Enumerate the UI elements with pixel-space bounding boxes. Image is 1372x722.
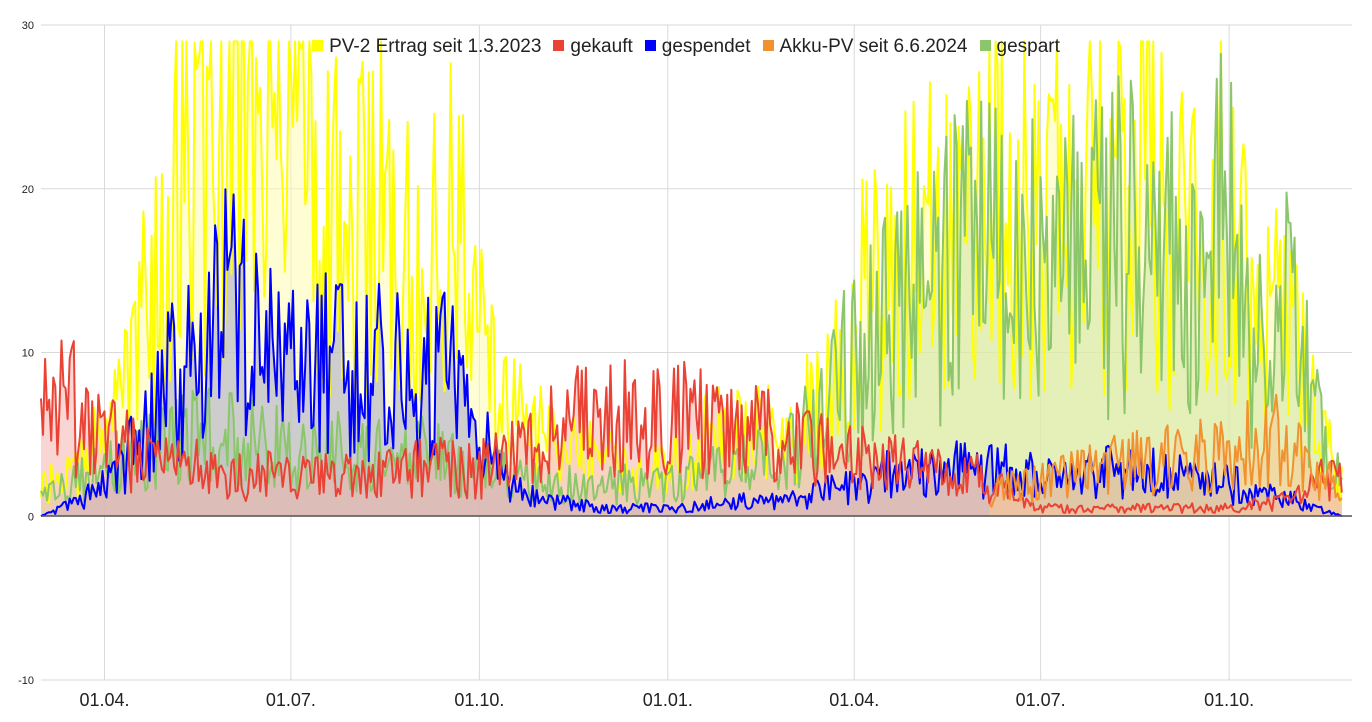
line-layer bbox=[40, 40, 1343, 518]
legend-label: gespendet bbox=[661, 36, 751, 57]
legend-swatch bbox=[644, 40, 656, 51]
series-3-line bbox=[988, 393, 1343, 508]
legend-swatch bbox=[312, 40, 324, 51]
legend-item: PV-2 Ertrag seit 1.3.2023 bbox=[312, 36, 541, 58]
legend: PV-2 Ertrag seit 1.3.2023 gekauft gespende… bbox=[0, 36, 1372, 58]
series-4-area bbox=[41, 53, 1342, 517]
series-1-area bbox=[41, 340, 1342, 517]
series-4-line bbox=[40, 52, 1343, 506]
x-tick-label: 01.10. bbox=[1204, 690, 1254, 710]
series-0-line bbox=[40, 40, 1343, 503]
legend-item: Akku-PV seit 6.6.2024 bbox=[762, 36, 968, 58]
y-tick-label: 30 bbox=[22, 20, 34, 32]
series-2-line bbox=[40, 188, 1343, 518]
series-1-line bbox=[40, 339, 1343, 515]
x-tick-label: 01.07. bbox=[1016, 690, 1066, 710]
y-tick-label: 20 bbox=[22, 184, 34, 196]
legend-swatch bbox=[553, 40, 565, 51]
x-tick-label: 01.07. bbox=[266, 690, 316, 710]
legend-label: PV-2 Ertrag seit 1.3.2023 bbox=[329, 36, 542, 57]
legend-item: gespendet bbox=[644, 36, 751, 58]
legend-label: Akku-PV seit 6.6.2024 bbox=[779, 36, 968, 57]
y-tick-label: 10 bbox=[22, 348, 34, 360]
y-tick-labels: -10 0 10 20 30 bbox=[18, 20, 34, 687]
x-tick-label: 01.04. bbox=[829, 690, 879, 710]
legend-item: gespart bbox=[979, 36, 1060, 58]
y-tick-label: -10 bbox=[18, 675, 34, 687]
legend-swatch bbox=[979, 40, 991, 51]
legend-label: gespart bbox=[996, 36, 1060, 57]
legend-label: gekauft bbox=[570, 36, 633, 57]
x-tick-label: 01.04. bbox=[79, 690, 129, 710]
y-tick-label: 0 bbox=[28, 511, 34, 523]
x-tick-label: 01.01. bbox=[643, 690, 693, 710]
x-tick-labels: 01.04. 01.07. 01.10. 01.01. 01.04. 01.07. 01.1… bbox=[79, 690, 1254, 710]
legend-swatch bbox=[762, 40, 774, 51]
x-tick-label: 01.10. bbox=[454, 690, 504, 710]
legend-item: gekauft bbox=[553, 36, 633, 58]
